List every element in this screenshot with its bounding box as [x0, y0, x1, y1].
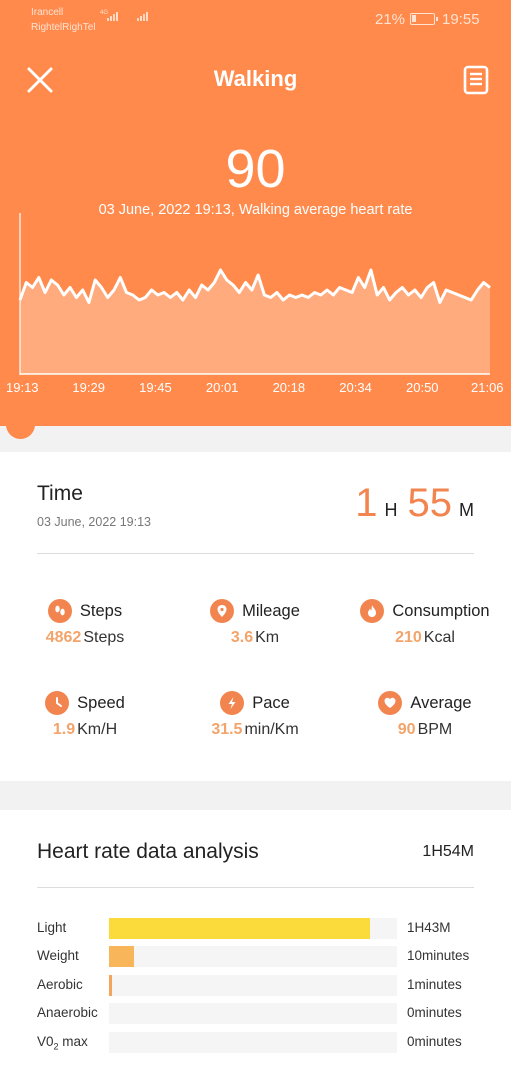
zone-bar-track — [109, 975, 397, 996]
zone-bar-track — [109, 1003, 397, 1024]
workout-duration: 1 H 55 M — [355, 481, 474, 526]
zone-row-weight: Weight 10minutes — [37, 946, 477, 967]
close-icon — [27, 67, 53, 93]
zone-bar-fill — [109, 975, 112, 996]
stat-value: 31.5 — [211, 721, 243, 738]
stat-label: Mileage — [242, 601, 300, 620]
heart-rate-caption: 03 June, 2022 19:13, Walking average hea… — [98, 202, 413, 218]
heart-rate-area — [20, 270, 490, 374]
zone-bar-track — [109, 918, 397, 939]
signal-icon — [137, 12, 148, 21]
flame-icon — [360, 599, 385, 623]
stat-value: 3.6 — [230, 629, 254, 646]
time-label: Time — [37, 482, 83, 505]
network-type: 4G — [100, 10, 109, 16]
zone-row-light: Light 1H43M — [37, 918, 477, 939]
zone-row-aerobic: Aerobic 1minutes — [37, 975, 477, 996]
signal-icon — [107, 12, 118, 21]
stat-mileage: Mileage 3.6 Km — [180, 599, 330, 647]
battery-percent: 21% — [375, 11, 406, 28]
location-pin-icon — [210, 599, 235, 623]
summary-card: Time 03 June, 2022 19:13 1 H 55 M Steps … — [0, 452, 511, 781]
stat-label: Pace — [252, 693, 290, 712]
zone-name: V02 max — [37, 1034, 88, 1052]
report-button[interactable] — [462, 64, 490, 96]
zone-name: Weight — [37, 948, 79, 963]
zone-bar-fill — [109, 946, 135, 967]
lightning-icon — [220, 691, 245, 715]
stat-label: Average — [410, 693, 472, 712]
stat-value: 4862 — [45, 629, 82, 646]
footprints-icon — [47, 599, 72, 623]
x-tick-label: 21:06 — [471, 380, 504, 395]
status-time: 19:55 — [442, 11, 480, 28]
stat-unit: Steps — [83, 629, 125, 646]
divider — [37, 887, 474, 888]
heart-rate-analysis-card: Heart rate data analysis 1H54M Light 1H4… — [0, 810, 511, 1080]
stat-value: 210 — [395, 629, 422, 646]
x-tick-label: 19:29 — [72, 380, 105, 395]
clock-icon — [45, 691, 70, 715]
stat-unit: Km — [255, 629, 280, 646]
duration-minutes: 55 — [407, 481, 453, 525]
header-panel: Irancell RightelRighTel 4G 21% 19:55 Wal… — [0, 0, 511, 426]
zone-row-anaerobic: Anaerobic 0minutes — [37, 1003, 477, 1024]
minutes-unit: M — [459, 500, 474, 520]
stat-unit: min/Km — [244, 721, 299, 738]
x-tick-label: 19:45 — [139, 380, 172, 395]
x-tick-label: 19:13 — [6, 380, 39, 395]
zone-bar-track — [109, 1032, 397, 1053]
divider — [37, 553, 474, 554]
document-icon — [463, 65, 489, 95]
timeline-handle[interactable] — [6, 410, 35, 439]
hours-unit: H — [384, 500, 398, 520]
carrier-2: RightelRighTel — [31, 22, 96, 33]
heart-icon — [378, 691, 403, 715]
stat-consumption: Consumption 210 Kcal — [350, 599, 500, 647]
stat-steps: Steps 4862 Steps — [10, 599, 160, 647]
close-button[interactable] — [26, 66, 54, 94]
zone-time: 0minutes — [407, 1005, 462, 1020]
stat-unit: Km/H — [77, 721, 118, 738]
carrier-1: Irancell — [31, 7, 64, 18]
stat-value: 1.9 — [52, 721, 76, 738]
battery-icon — [410, 13, 438, 25]
zone-bar-track — [109, 946, 397, 967]
zone-name: Aerobic — [37, 977, 83, 992]
workout-date: 03 June, 2022 19:13 — [37, 515, 151, 529]
x-tick-label: 20:18 — [272, 380, 306, 395]
stat-unit: Kcal — [423, 629, 455, 646]
heart-rate-chart[interactable] — [0, 205, 511, 377]
zone-time: 0minutes — [407, 1034, 462, 1049]
zone-time: 1H43M — [407, 920, 451, 935]
zone-row-vo2max: V02 max 0minutes — [37, 1032, 477, 1053]
stat-pace: Pace 31.5 min/Km — [180, 691, 330, 739]
x-tick-label: 20:50 — [406, 380, 439, 395]
x-tick-label: 20:34 — [339, 380, 372, 395]
stat-label: Consumption — [392, 601, 490, 620]
analysis-total: 1H54M — [422, 843, 474, 860]
stat-unit: BPM — [417, 721, 453, 738]
stat-value: 90 — [397, 721, 416, 738]
stat-label: Speed — [77, 693, 125, 712]
x-tick-label: 20:01 — [205, 380, 239, 395]
zone-name: Anaerobic — [37, 1005, 98, 1020]
zone-time: 1minutes — [407, 977, 462, 992]
stat-speed: Speed 1.9 Km/H — [10, 691, 160, 739]
chart-x-axis-labels: 19:13 19:29 19:45 20:01 20:18 20:34 20:50 21:06 — [0, 380, 511, 400]
average-heart-rate: 90 — [225, 139, 286, 199]
analysis-title: Heart rate data analysis — [37, 840, 259, 863]
header-wave — [0, 395, 511, 424]
zone-time: 10minutes — [407, 948, 470, 963]
zone-bar-fill — [109, 918, 370, 939]
status-bar: Irancell RightelRighTel 4G 21% 19:55 — [0, 0, 511, 40]
stat-label: Steps — [79, 601, 123, 620]
zone-name: Light — [37, 920, 67, 935]
stat-average: Average 90 BPM — [350, 691, 500, 739]
heart-rate-line — [18, 268, 491, 304]
page-title: Walking — [213, 66, 298, 91]
duration-hours: 1 — [355, 481, 378, 525]
